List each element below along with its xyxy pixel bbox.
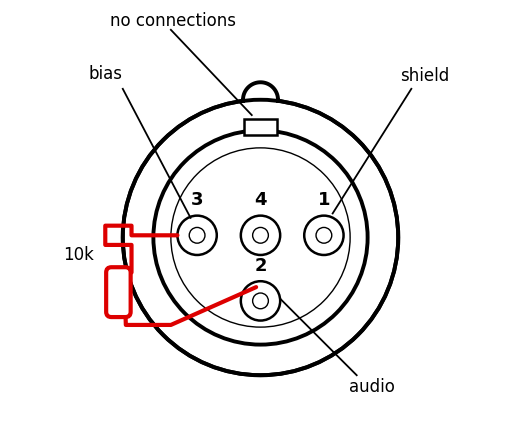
Text: 4: 4 — [254, 191, 267, 209]
Circle shape — [123, 100, 398, 375]
Text: 2: 2 — [254, 257, 267, 275]
Circle shape — [241, 216, 280, 255]
Circle shape — [304, 216, 343, 255]
FancyBboxPatch shape — [106, 267, 131, 317]
Text: shield: shield — [400, 67, 449, 85]
Circle shape — [153, 130, 368, 345]
Circle shape — [243, 82, 278, 117]
Circle shape — [241, 281, 280, 321]
Bar — [244, 119, 277, 136]
Circle shape — [178, 216, 217, 255]
Text: bias: bias — [88, 65, 122, 83]
Text: audio: audio — [349, 378, 395, 396]
Text: 1: 1 — [318, 191, 330, 209]
Text: 3: 3 — [191, 191, 203, 209]
Text: no connections: no connections — [110, 12, 236, 30]
Text: 10k: 10k — [64, 246, 94, 264]
